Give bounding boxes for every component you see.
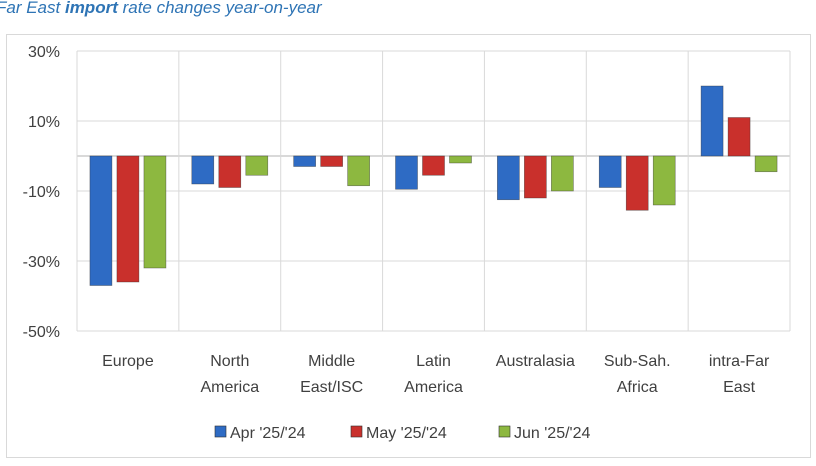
y-tick-label: -10% bbox=[23, 184, 60, 201]
bar bbox=[551, 155, 574, 192]
bar bbox=[89, 155, 113, 286]
x-tick-label: intra-Far bbox=[709, 353, 770, 370]
x-tick-label: America bbox=[200, 379, 259, 396]
bar bbox=[191, 155, 215, 185]
x-tick-label: Australasia bbox=[496, 353, 575, 370]
bar bbox=[347, 155, 370, 187]
y-tick-label: 10% bbox=[28, 114, 60, 131]
x-tick-label: East/ISC bbox=[300, 379, 363, 396]
bar bbox=[754, 155, 778, 173]
bar bbox=[727, 117, 751, 157]
bar bbox=[422, 155, 445, 176]
chart-frame bbox=[6, 34, 811, 458]
bar bbox=[598, 155, 622, 188]
bar bbox=[245, 155, 269, 176]
bar bbox=[218, 155, 242, 188]
x-tick-label: East bbox=[723, 379, 756, 396]
x-tick-label: Africa bbox=[617, 379, 658, 396]
bar bbox=[320, 155, 343, 167]
legend-label: Apr '25/'24 bbox=[230, 425, 306, 442]
legend-swatch bbox=[214, 425, 227, 438]
bar bbox=[449, 155, 472, 164]
legend-swatch bbox=[350, 425, 363, 438]
x-tick-label: America bbox=[404, 379, 463, 396]
chart-title: Far East import rate changes year-on-yea… bbox=[0, 0, 322, 17]
x-tick-label: Europe bbox=[102, 353, 154, 370]
x-tick-label: Middle bbox=[308, 353, 355, 370]
y-tick-label: -30% bbox=[23, 254, 60, 271]
bar bbox=[524, 155, 547, 199]
bar bbox=[652, 155, 676, 206]
y-tick-label: -50% bbox=[23, 324, 60, 341]
bar bbox=[497, 155, 520, 201]
x-tick-label: Latin bbox=[416, 353, 451, 370]
bar bbox=[700, 85, 724, 157]
bar bbox=[293, 155, 316, 167]
x-tick-label: North bbox=[210, 353, 249, 370]
legend-label: May '25/'24 bbox=[366, 425, 447, 442]
bar bbox=[143, 155, 167, 269]
legend-label: Jun '25/'24 bbox=[514, 425, 590, 442]
x-tick-label: Sub-Sah. bbox=[604, 353, 671, 370]
y-tick-label: 30% bbox=[28, 44, 60, 61]
legend-swatch bbox=[498, 425, 511, 438]
bar bbox=[625, 155, 649, 211]
bar bbox=[395, 155, 418, 190]
bar bbox=[116, 155, 140, 283]
